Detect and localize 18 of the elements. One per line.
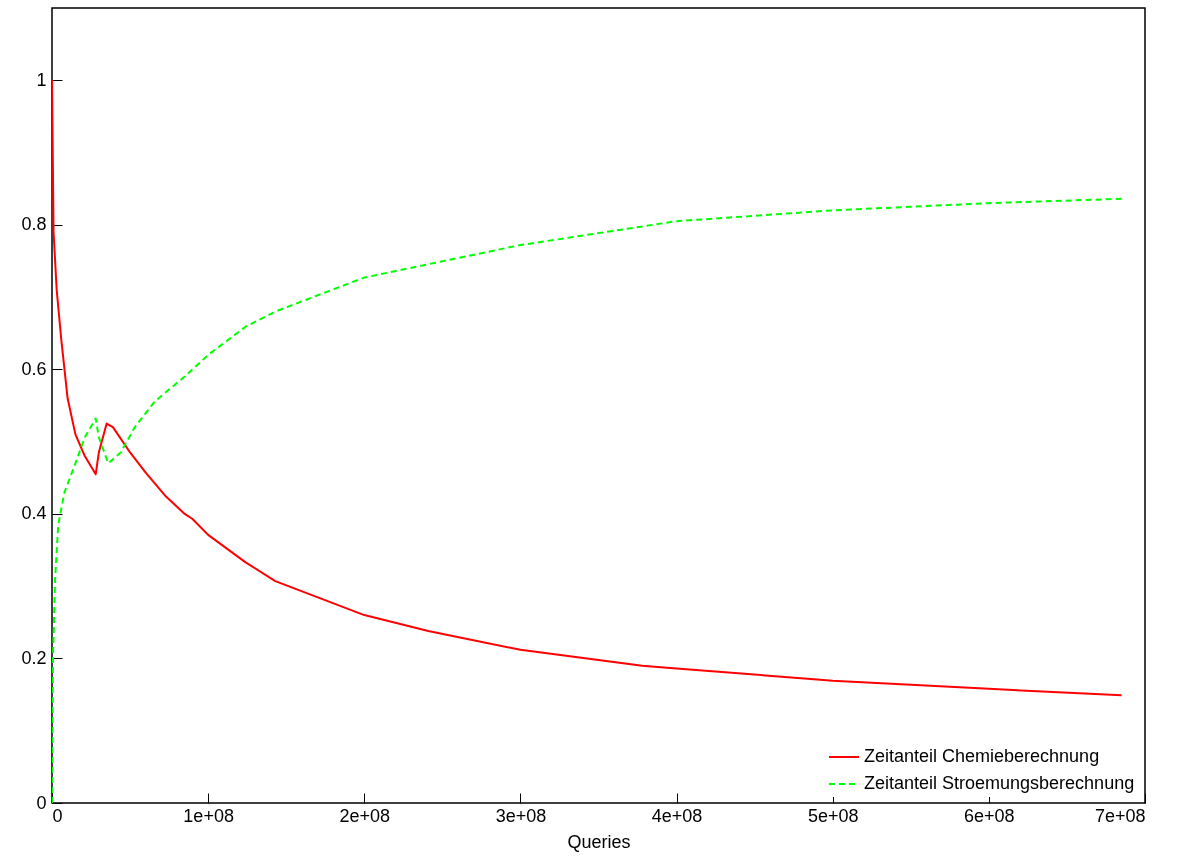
x-tick-label: 0	[52, 805, 63, 826]
x-tick-label: 3e+08	[495, 805, 547, 826]
x-tick-label: 1e+08	[183, 805, 234, 826]
x-axis-title: Queries	[567, 831, 631, 852]
x-tick-label: 4e+08	[651, 805, 703, 826]
y-tick-label: 0.2	[21, 647, 47, 668]
x-tick-label: 7e+08	[1094, 805, 1146, 826]
y-tick-label: 0.6	[21, 358, 47, 379]
legend-label: Zeitanteil Stroemungsberechnung	[864, 773, 1135, 793]
y-tick-label: 0	[36, 792, 47, 813]
y-tick-label: 0.4	[21, 503, 47, 524]
x-tick-label: 2e+08	[339, 805, 391, 826]
legend-label: Zeitanteil Chemieberechnung	[864, 746, 1100, 766]
y-tick-label: 0.8	[21, 214, 47, 235]
x-tick-label: 5e+08	[807, 805, 859, 826]
y-tick-label: 1	[36, 69, 47, 90]
line-series	[52, 79, 1123, 697]
x-tick-label: 6e+08	[964, 805, 1015, 826]
